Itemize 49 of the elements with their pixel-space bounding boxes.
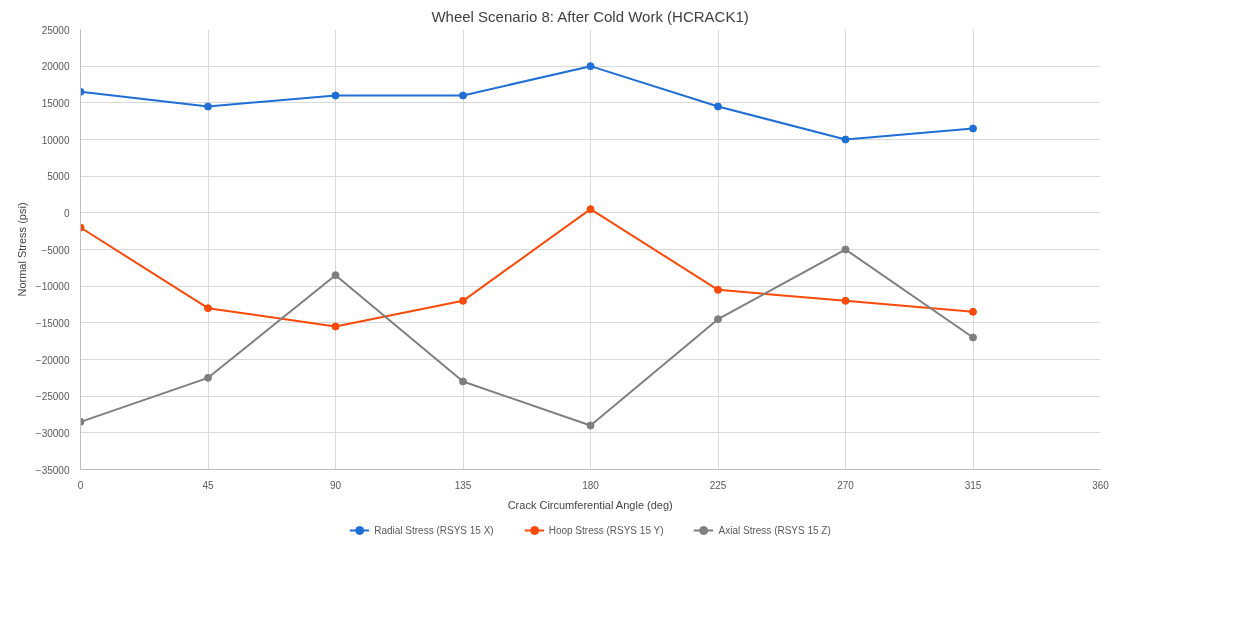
y-tick-label: 5000 — [47, 171, 70, 183]
x-axis-title: Crack Circumferential Angle (deg) — [507, 498, 673, 511]
point — [204, 373, 212, 382]
y-axis-title: Normal Stress (psi) — [15, 202, 28, 297]
point — [331, 271, 340, 280]
x-tick-label: 90 — [329, 479, 342, 491]
x-tick-label: 135 — [454, 479, 472, 491]
point — [841, 296, 850, 305]
y-tick-label: −25000 — [35, 391, 70, 403]
point — [459, 296, 467, 305]
x-tick-label: 45 — [202, 479, 214, 491]
point — [969, 307, 977, 316]
chart-title: Wheel Scenario 8: After Cold Work (HCRACK1) — [431, 7, 749, 25]
y-tick-label: −5000 — [41, 244, 70, 256]
x-tick-label: 315 — [964, 479, 982, 491]
legend-label: Radial Stress (RSYS 15 X) — [374, 524, 494, 536]
point — [586, 421, 595, 430]
y-tick-label: 25000 — [41, 24, 70, 36]
point — [714, 102, 722, 111]
x-tick-label: 180 — [582, 479, 600, 491]
y-tick-label: 15000 — [41, 97, 70, 109]
point — [331, 322, 340, 331]
x-tick-label: 225 — [709, 479, 727, 491]
y-tick-label: −10000 — [35, 281, 70, 293]
point — [586, 205, 595, 214]
y-tick-label: −15000 — [35, 317, 70, 329]
point — [714, 315, 722, 324]
y-tick-label: 20000 — [41, 61, 70, 73]
x-tick-label: 360 — [1092, 479, 1110, 491]
point — [459, 377, 467, 386]
legend-label: Axial Stress (RSYS 15 Z) — [718, 524, 831, 536]
point — [969, 333, 977, 342]
y-tick-label: 0 — [63, 207, 70, 219]
y-tick-label: −30000 — [35, 427, 70, 439]
x-tick-label: 270 — [837, 479, 855, 491]
legend-label: Hoop Stress (RSYS 15 Y) — [548, 524, 664, 536]
point — [331, 91, 340, 100]
point — [841, 245, 850, 254]
x-tick-label: 0 — [77, 479, 84, 491]
point — [204, 102, 212, 111]
point — [204, 304, 212, 313]
point — [459, 91, 467, 100]
y-tick-label: −35000 — [35, 464, 70, 476]
point — [586, 62, 595, 71]
y-tick-label: −20000 — [35, 354, 70, 366]
point — [714, 285, 722, 294]
y-tick-label: 10000 — [41, 134, 70, 146]
point — [841, 135, 850, 144]
point — [969, 124, 977, 133]
